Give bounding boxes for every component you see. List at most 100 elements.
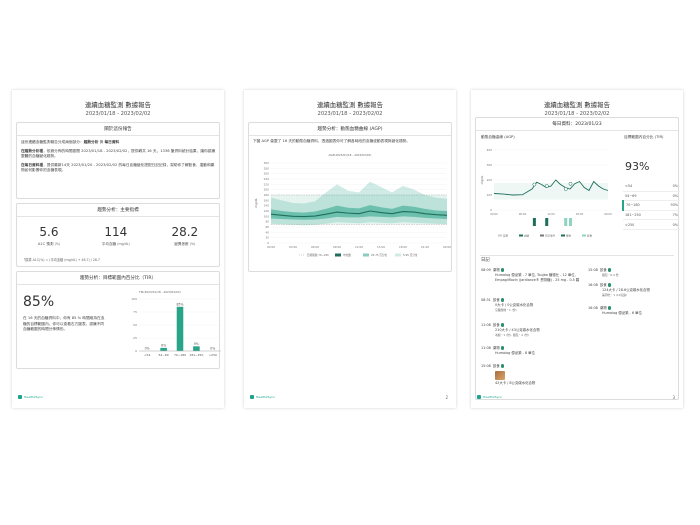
y-tick-label: 120: [264, 209, 270, 213]
x-tick-label: 06:00: [311, 245, 319, 249]
x-tick-label: 21:00: [421, 245, 429, 249]
h2s-logo-icon: [18, 395, 22, 399]
about-paragraph-1: 這份連續血糖監測報告分成兩個部分：趨勢分析 與 每日資料: [21, 140, 120, 144]
key-metrics-card: 趨勢分析：主要指標 5.6 A1C 預測 (%) 114 平均血糖 (mg/dL…: [16, 203, 220, 267]
target-range-band: [494, 183, 608, 200]
meal-icon: [607, 283, 612, 287]
report-page-1: 連續血糖監測 數據報告 2023/01/18 - 2023/02/02 關於這份…: [12, 90, 224, 408]
metric-cv: 28.2 變異係數 (%): [171, 225, 199, 246]
event-marker: [544, 184, 549, 188]
legend-swatch: [498, 234, 502, 237]
tir-row: <54 0%: [623, 182, 680, 192]
y-tick-label: 0: [135, 349, 137, 353]
bar-value-label: 85%: [176, 302, 183, 306]
event-marker: [532, 182, 537, 187]
diary-entry: 15:08 飲食 麵包・0.4 份: [588, 268, 619, 277]
diary-entry: 08:09 藥物 Humalog 優泌樂 - 7 單位, Toujeo 糖德仕 …: [481, 268, 580, 282]
page-number: 3: [672, 395, 675, 400]
x-tick-label: 54~69: [159, 353, 169, 357]
tir-row: 181~250 7%: [623, 210, 680, 221]
event-marker: [563, 187, 568, 191]
x-tick-label: <54: [144, 353, 150, 357]
y-tick-label: 80: [265, 220, 269, 224]
tir-chart-caption: TIR(2023/01/18 - 2023/02/02): [139, 290, 181, 294]
brand-footer: Health2Sync: [250, 395, 275, 399]
tir-heading: 趨勢分析：目標範圍內百分比（TIR）: [17, 272, 219, 285]
report-date-range: 2023/01/18 - 2023/02/02: [544, 111, 610, 117]
diary-entry: 16:08 藥物 Humalog 優泌樂 - 6 單位: [588, 306, 642, 315]
legend-label: 目標範圍 70~180: [307, 253, 329, 257]
tir-bar-chart: 0 25 50 75 100 0% <54 6% 54~69 85% 70~180 9% 181~250…: [131, 297, 221, 357]
diary-entry: 11:08 藥物 Humalog 優泌樂 - 8 單位: [481, 346, 535, 355]
x-tick-label: 00:00: [443, 245, 451, 249]
legend-swatch: [561, 234, 565, 237]
daily-card: 每日資料：2023/01/23 動態血糖曲線 (AGP) 0 100 200 300 4…: [475, 117, 680, 400]
y-tick-label: 240: [264, 177, 270, 181]
brand-footer: Health2Sync: [18, 395, 43, 399]
diary-title: 日記: [481, 258, 490, 263]
x-tick-label: 18:00: [576, 212, 584, 216]
legend-label: 25-75 百分位: [371, 253, 388, 257]
divider: [480, 255, 674, 256]
metrics-row: 5.6 A1C 預測 (%) 114 平均血糖 (mg/dL) 28.2 變異係…: [17, 225, 219, 247]
legend-swatch: [540, 234, 544, 237]
x-tick-label: 70~180: [174, 353, 186, 357]
y-tick-label: 160: [264, 198, 270, 202]
x-tick-label: 15:00: [377, 245, 385, 249]
event-bar: [568, 218, 572, 226]
medication-icon: [500, 346, 505, 350]
daily-tir-table: <54 0% 54~69 0% 70~180 93% 181~250 7% >250 0%: [622, 182, 680, 230]
median-line: [270, 210, 448, 218]
tir-row: >250 0%: [623, 219, 680, 230]
event-bar: [545, 218, 549, 226]
diary-entry: 16:08 飲食 124大卡 / 28.6公克碳水化合物 美周吃・1 (10克餅…: [588, 283, 650, 297]
report-title: 連續血糖監測 數據報告: [317, 101, 383, 109]
y-tick-label: 100: [131, 297, 137, 301]
about-paragraph-2: 在趨勢分析裡，依據分佈的時間區間 2023/01/18 - 2023/02/02…: [21, 148, 216, 159]
tir-description: 在 16 天的血糖資料中，你有 85 % 時間維持在血糖的目標範圍內。你可以查看…: [23, 316, 105, 332]
bar: [193, 346, 200, 351]
y-tick-label: 200: [264, 188, 270, 192]
x-tick-label: 18:00: [399, 245, 407, 249]
event-marker: [568, 181, 573, 186]
diary-entry: 15:08 飲食 42大卡 / 8公克碳水化合物: [481, 364, 536, 385]
tir-percentage: 85%: [23, 294, 55, 310]
y-tick-label: 100: [264, 214, 270, 218]
x-tick-label: 12:00: [547, 212, 555, 216]
diary-entry: 08:31 飲食 0大卡 / 0公克碳水化合物 空腹醒前・1 (份): [481, 298, 534, 312]
legend-label: 5-95 百分位: [403, 253, 418, 257]
legend-label: 目標: [503, 234, 509, 238]
x-tick-label: 00:00: [490, 212, 498, 216]
daily-tir-title: 目標範圍內百分比 (TIR): [624, 135, 664, 139]
bar-value-label: 6%: [161, 343, 166, 347]
y-tick-label: 220: [264, 182, 270, 186]
meal-photo[interactable]: [495, 370, 505, 380]
tir-row-target: 70~180 93%: [622, 200, 680, 211]
y-axis-label: mg/dL: [254, 198, 258, 208]
y-tick-label: 50: [133, 323, 137, 327]
bar: [176, 306, 184, 351]
meal-icon: [607, 268, 612, 272]
report-page-2: 連續血糖監測 數據報告 2023/01/18 - 2023/02/02 趨勢分析…: [244, 90, 456, 408]
medication-icon: [500, 268, 505, 272]
x-tick-label: >250: [209, 353, 217, 357]
glucose-line: [493, 179, 609, 196]
tir-row: 54~69 0%: [623, 191, 680, 202]
h2s-logo-icon: [250, 395, 254, 399]
bar-value-label: 0%: [145, 347, 150, 351]
legend-swatch: [363, 253, 369, 257]
report-page-3: 連續血糖監測 數據報告 2023/01/18 - 2023/02/02 每日資料…: [471, 90, 683, 408]
legend-label: 飲食: [587, 234, 593, 238]
event-bar: [532, 218, 536, 226]
agp-chart-title: AGP(2023/01/18 - 2023/02/02): [328, 153, 372, 157]
report-title: 連續血糖監測 數據報告: [544, 101, 610, 109]
about-heading: 關於這份報告: [17, 123, 219, 136]
brand-footer: Health2Sync: [477, 395, 502, 399]
agp-description: 下圖 AGP 彙整了 16 天的動態血糖資料，透過圖表你可了解各時段的血糖波動表…: [253, 139, 411, 143]
daily-heading: 每日資料：2023/01/23: [476, 118, 678, 131]
metric-average: 114 平均血糖 (mg/dL): [101, 225, 130, 246]
y-tick-label: 200: [487, 178, 493, 182]
y-tick-label: 20: [265, 236, 269, 240]
agp-heading: 趨勢分析：動態血糖曲線 (AGP): [249, 123, 451, 136]
legend-label: 日記事件: [545, 234, 556, 238]
